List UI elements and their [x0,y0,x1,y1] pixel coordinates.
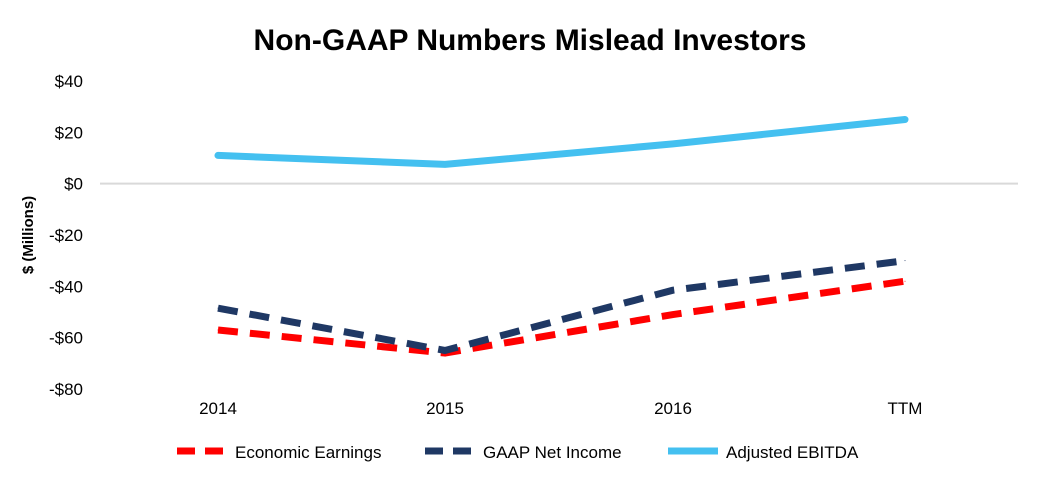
data-point-gaap-net-income [217,307,219,309]
x-tick-label: 2014 [199,399,237,418]
y-tick-label: $40 [55,72,83,91]
data-point-adjusted-ebitda [904,119,906,120]
y-tick-label: -$60 [49,329,83,348]
x-tick-label: 2015 [426,399,464,418]
data-point-economic-earnings [904,280,906,282]
data-point-gaap-net-income [672,289,674,291]
data-point-adjusted-ebitda [444,163,446,165]
legend-label-adjusted-ebitda: Adjusted EBITDA [726,443,859,462]
series-line-gaap-net-income [217,257,906,354]
y-tick-label: $20 [55,123,83,142]
data-point-economic-earnings [672,314,674,316]
data-point-gaap-net-income [444,350,446,351]
chart-title: Non-GAAP Numbers Mislead Investors [254,24,807,57]
x-axis-ticks: 2014 2015 2016 TTM [199,399,922,418]
y-tick-label: -$80 [49,380,83,399]
data-point-adjusted-ebitda [672,143,674,145]
y-axis-ticks: $40 $20 $0 -$20 -$40 -$60 -$80 [49,72,83,399]
y-tick-label: -$40 [49,277,83,296]
data-point-gaap-net-income [904,260,906,262]
y-axis-label: $ (Millions) [20,196,37,274]
x-tick-label: 2016 [654,399,692,418]
legend-label-gaap-net-income: GAAP Net Income [483,443,622,462]
series-line-adjusted-ebitda [214,116,909,168]
y-tick-label: -$20 [49,226,83,245]
legend-label-economic-earnings: Economic Earnings [235,443,381,462]
legend: Economic Earnings GAAP Net Income Adjusted… [177,443,859,462]
data-point-adjusted-ebitda [217,154,219,156]
series-lines [214,116,909,357]
x-tick-label: TTM [888,399,923,418]
series-line-economic-earnings [217,277,906,357]
data-point-economic-earnings [217,329,219,331]
y-tick-label: $0 [64,175,83,194]
